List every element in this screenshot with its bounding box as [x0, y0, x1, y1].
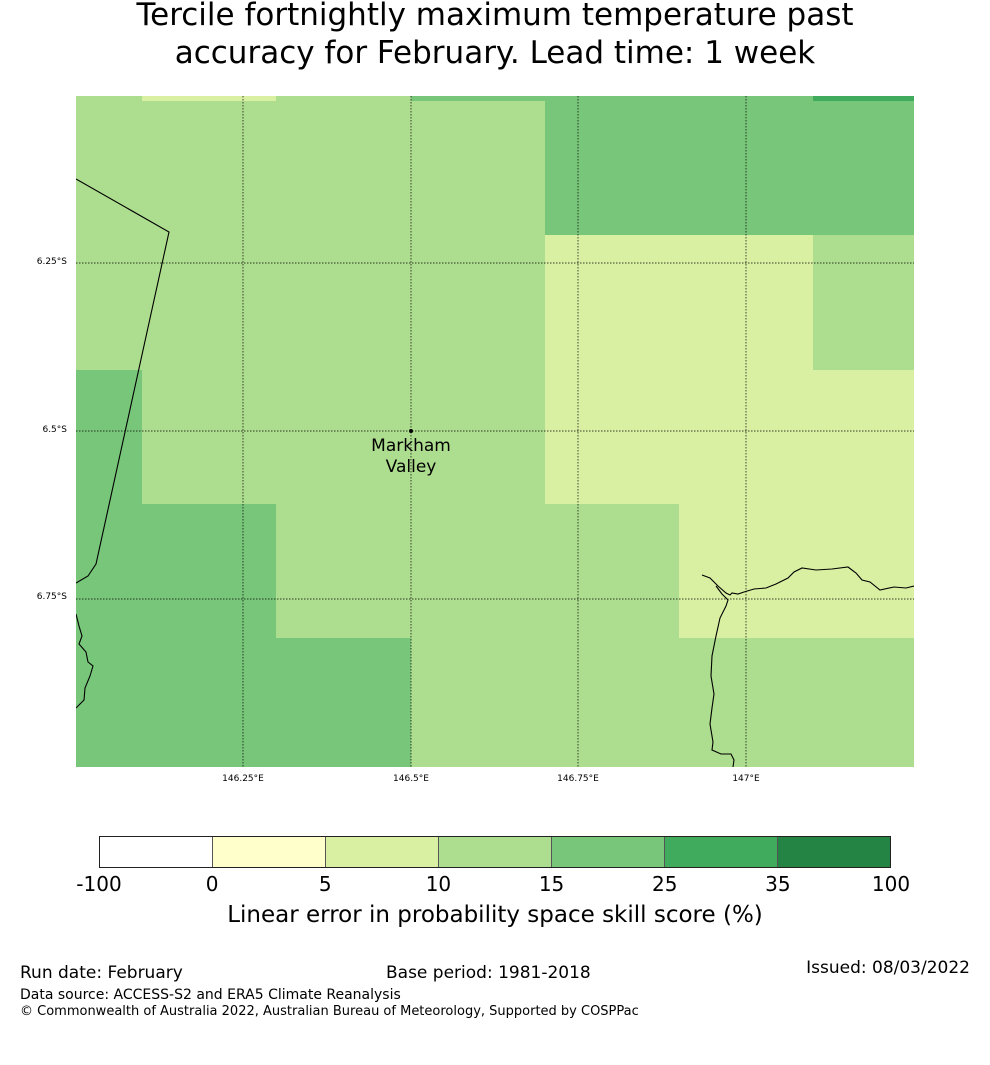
colorbar-segment [100, 837, 213, 867]
coastline [76, 178, 914, 767]
colorbar-label: Linear error in probability space skill … [227, 902, 763, 928]
place-label-line-1: Markham [371, 436, 451, 456]
map-cell [545, 235, 813, 504]
colorbar-segment [552, 837, 665, 867]
lon-label: 146.5°E [393, 774, 429, 784]
colorbar-tick-label: 15 [538, 872, 565, 896]
colorbar-segment [665, 837, 778, 867]
colorbar-tick-label: 0 [205, 872, 219, 896]
map-cell [545, 101, 914, 235]
colorbar-tick-label: 35 [765, 872, 791, 896]
colorbar-tick-label: -100 [76, 872, 122, 896]
colorbar-segment [213, 837, 326, 867]
colorbar-segment [326, 837, 439, 867]
map-cell [545, 96, 914, 101]
base-period: Base period: 1981-2018 [386, 963, 591, 983]
lat-label: 6.25°S [36, 257, 67, 267]
title-line-1: Tercile fortnightly maximum temperature … [136, 0, 854, 33]
lat-label: 6.5°S [42, 425, 67, 435]
colorbar-tick-label: 10 [425, 872, 452, 896]
colorbar-segment [778, 837, 890, 867]
colorbar-tick-label: 25 [651, 872, 678, 896]
lat-label: 6.75°S [36, 592, 67, 602]
skill-map [76, 96, 914, 767]
place-label-line-2: Valley [385, 457, 437, 477]
map-cell [813, 235, 914, 370]
copyright: © Commonwealth of Australia 2022, Austra… [20, 1004, 639, 1019]
map-cell [142, 96, 276, 101]
map-title: Tercile fortnightly maximum temperature … [0, 0, 990, 72]
map-cell [76, 370, 142, 504]
run-date: Run date: February [20, 963, 183, 983]
issued-date: Issued: 08/03/2022 [806, 958, 970, 978]
place-marker [409, 429, 413, 433]
map-cell [411, 96, 545, 101]
place-label: Markham Valley [351, 436, 471, 478]
map-cell [813, 96, 914, 101]
map-cell [76, 638, 411, 767]
colorbar-tick-label: 100 [871, 872, 911, 896]
lon-label: 146.75°E [557, 774, 599, 784]
colorbar-tick-label: 5 [318, 872, 332, 896]
lon-label: 147°E [732, 774, 760, 784]
graticule [76, 96, 914, 767]
data-source: Data source: ACCESS-S2 and ERA5 Climate … [20, 987, 401, 1003]
lon-label: 146.25°E [222, 774, 264, 784]
map-cell [813, 370, 914, 504]
colorbar-segment [439, 837, 552, 867]
title-line-2: accuracy for February. Lead time: 1 week [174, 35, 816, 71]
map-canvas [76, 96, 914, 767]
colorbar [99, 836, 891, 868]
map-cell [76, 504, 276, 638]
